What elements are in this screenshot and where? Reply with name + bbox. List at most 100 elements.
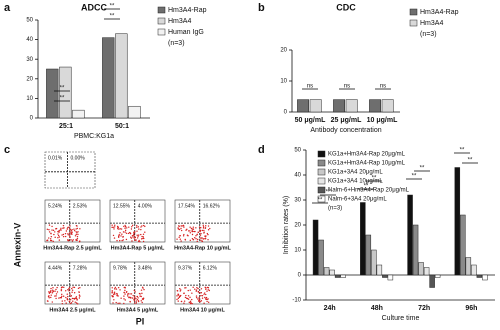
event-dot [177, 294, 180, 296]
event-dot [75, 302, 78, 304]
event-dot [191, 298, 193, 301]
plot-label: Hm3A4-Rap 5 μg/mL [111, 245, 165, 251]
panel-letter: b [258, 2, 265, 14]
event-dot [198, 292, 200, 294]
event-dot [57, 234, 60, 237]
event-dot [120, 235, 122, 237]
event-dot [126, 295, 129, 297]
event-dot [79, 295, 81, 297]
event-dot [129, 293, 131, 295]
event-dot [205, 296, 208, 299]
event-dot [189, 300, 192, 303]
event-dot [189, 296, 191, 299]
event-dot [112, 226, 114, 229]
quadrant-value: 0.01% [48, 155, 63, 161]
event-dot [135, 300, 138, 302]
quadrant-value: 5.24% [48, 203, 63, 209]
event-dot [124, 224, 126, 227]
event-dot [183, 302, 185, 304]
bar [333, 99, 345, 113]
legend-swatch [409, 8, 418, 16]
event-dot [48, 231, 51, 233]
event-dot [198, 226, 201, 228]
event-dot [144, 231, 146, 233]
event-dot [197, 291, 199, 293]
event-dot [134, 302, 136, 305]
y-tick-label: 0 [284, 110, 288, 116]
event-dot [176, 295, 178, 297]
event-dot [48, 295, 50, 297]
quadrant-value: 9.37% [178, 265, 193, 271]
event-dot [68, 300, 71, 303]
event-dot [75, 297, 78, 300]
event-dot [51, 289, 54, 291]
event-dot [131, 226, 133, 228]
event-dot [73, 298, 76, 300]
event-dot [51, 229, 53, 231]
y-tick-label: -10 [292, 298, 301, 304]
event-dot [132, 294, 134, 297]
event-dot [131, 234, 134, 237]
chart-title: CDC [336, 2, 356, 12]
significance: ns [344, 84, 350, 90]
event-dot [183, 226, 185, 228]
event-dot [130, 228, 133, 230]
event-dot [192, 238, 194, 241]
x-tick-label: 24h [324, 305, 336, 312]
legend-swatch [157, 28, 166, 36]
event-dot [137, 240, 140, 243]
event-dot [205, 235, 207, 237]
event-dot [139, 295, 141, 297]
event-dot [200, 288, 203, 290]
event-dot [133, 296, 136, 298]
event-dot [113, 237, 116, 239]
event-dot [207, 301, 210, 303]
legend-note: (n=3) [420, 31, 437, 38]
event-dot [195, 238, 197, 240]
event-dot [192, 286, 194, 289]
event-dot [112, 296, 114, 298]
event-dot [134, 291, 136, 293]
event-dot [113, 292, 115, 294]
event-dot [138, 234, 140, 236]
bar [309, 99, 322, 113]
event-dot [189, 232, 192, 234]
event-dot [122, 236, 124, 238]
event-dot [197, 298, 199, 300]
event-dot [68, 235, 71, 237]
event-dot [128, 226, 130, 228]
event-dot [133, 298, 135, 301]
event-dot [124, 225, 127, 228]
quadrant-value: 4.00% [138, 203, 153, 209]
event-dot [142, 297, 145, 299]
event-dot [76, 232, 78, 234]
bar [329, 269, 335, 276]
bar [376, 264, 383, 276]
bar [381, 99, 394, 113]
event-dot [200, 300, 203, 302]
event-dot [65, 296, 67, 299]
bar [387, 274, 394, 281]
event-dot [189, 230, 191, 232]
event-dot [198, 296, 200, 299]
event-dot [64, 232, 67, 235]
y-tick-label: 30 [294, 198, 301, 204]
event-dot [137, 297, 139, 299]
event-dot [133, 300, 136, 302]
event-dot [176, 238, 178, 240]
event-dot [177, 228, 180, 230]
quadrant-value: 9.78% [113, 265, 128, 271]
event-dot [140, 295, 142, 298]
event-dot [199, 300, 201, 303]
event-dot [75, 233, 77, 236]
bar [371, 249, 377, 276]
bar [46, 68, 59, 119]
flow-plot [109, 261, 166, 305]
event-dot [62, 235, 65, 238]
event-dot [143, 288, 145, 291]
event-dot [142, 236, 144, 238]
event-dot [64, 235, 67, 238]
event-dot [63, 227, 65, 229]
event-dot [183, 292, 185, 294]
event-dot [176, 298, 178, 301]
